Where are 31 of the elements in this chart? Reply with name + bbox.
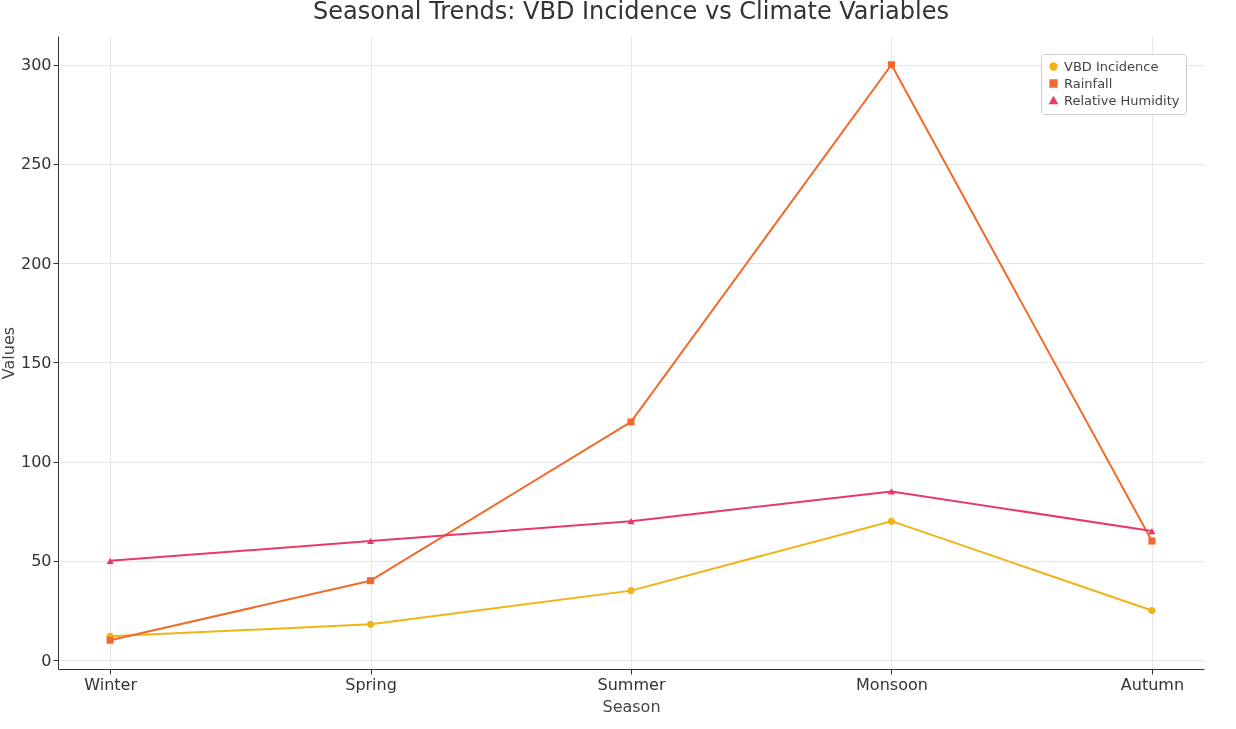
y-tick-label: 300 [20, 55, 52, 75]
point [1148, 606, 1156, 614]
y-tick-label: 0 [41, 650, 52, 670]
legend-label: Rainfall [1064, 75, 1113, 91]
y-tick-label: 250 [20, 154, 52, 174]
point [887, 61, 895, 69]
y-axis-title: Values [0, 326, 18, 380]
y-tick-label: 150 [20, 352, 52, 372]
point [106, 636, 114, 644]
point [367, 537, 375, 545]
x-tick-label: Spring [345, 674, 397, 694]
point [627, 587, 635, 595]
y-tick-label: 200 [20, 253, 52, 273]
point [1148, 528, 1156, 535]
point [106, 557, 114, 564]
y-tick-label: 50 [31, 551, 52, 571]
x-tick-label: Monsoon [856, 674, 928, 694]
point [627, 518, 635, 525]
point [367, 577, 375, 585]
point [887, 517, 895, 525]
chart-title: Seasonal Trends: VBD Incidence vs Climate Variables [313, 0, 949, 25]
point [367, 620, 375, 628]
x-axis-title: Season [602, 696, 661, 716]
legend-label: VBD Incidence [1064, 58, 1159, 74]
x-tick-label: Summer [597, 674, 666, 694]
point [627, 418, 635, 426]
x-tick-label: Winter [84, 674, 138, 694]
legend-label: Relative Humidity [1064, 92, 1180, 108]
point [1148, 537, 1156, 545]
y-tick-label: 100 [20, 452, 52, 472]
x-tick-label: Autumn [1120, 674, 1185, 694]
